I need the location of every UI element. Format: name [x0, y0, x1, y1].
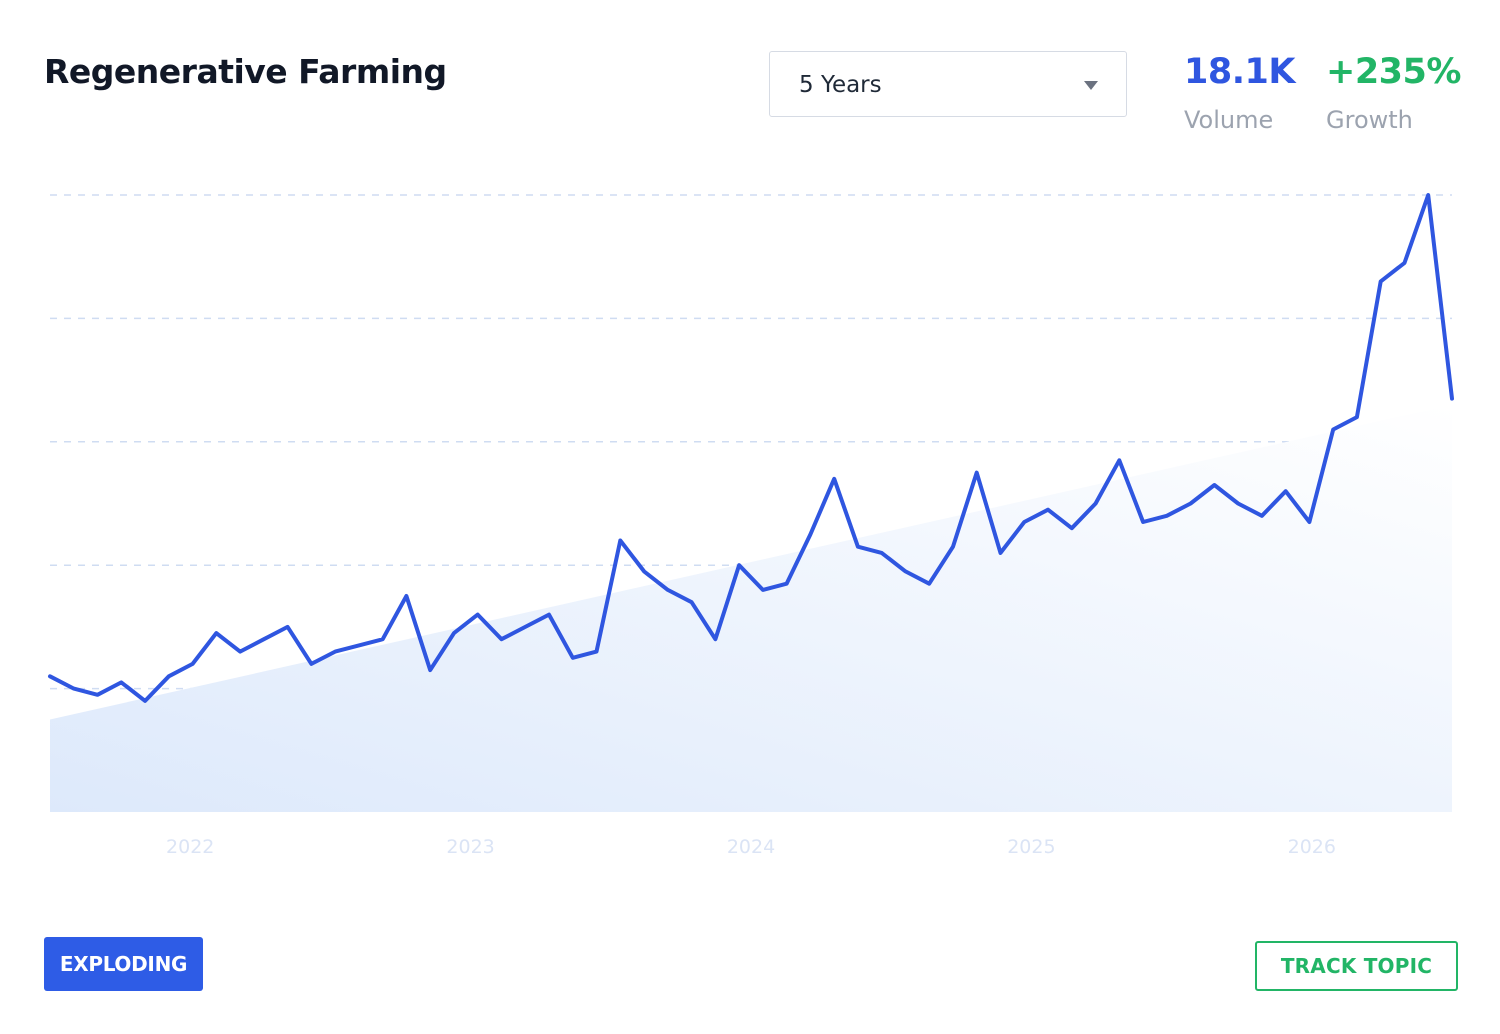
data-point: [1284, 489, 1288, 493]
data-point: [428, 668, 432, 672]
trend-area: [50, 404, 1452, 812]
data-point: [499, 637, 503, 641]
growth-value: +235%: [1326, 52, 1461, 92]
data-point: [690, 600, 694, 604]
data-point: [96, 693, 100, 697]
data-point: [357, 643, 361, 647]
data-point: [262, 637, 266, 641]
data-point: [642, 569, 646, 573]
data-point: [1355, 415, 1359, 419]
data-point: [309, 662, 313, 666]
data-point: [785, 582, 789, 586]
data-point: [1046, 508, 1050, 512]
data-point: [1426, 193, 1430, 197]
track-topic-button[interactable]: TRACK TOPIC: [1255, 941, 1458, 991]
data-point: [1117, 458, 1121, 462]
data-point: [381, 637, 385, 641]
data-point: [1379, 279, 1383, 283]
data-point: [927, 582, 931, 586]
data-point: [713, 637, 717, 641]
data-point: [1022, 520, 1026, 524]
volume-label: Volume: [1184, 106, 1274, 134]
data-point: [1212, 483, 1216, 487]
data-point: [48, 674, 52, 678]
data-point: [571, 656, 575, 660]
x-tick-label: 2026: [1288, 836, 1336, 858]
data-point: [191, 662, 195, 666]
data-point: [1189, 502, 1193, 506]
data-point: [808, 532, 812, 536]
data-point: [143, 699, 147, 703]
data-point: [975, 471, 979, 475]
data-point: [119, 680, 123, 684]
data-point: [618, 539, 622, 543]
data-point: [214, 631, 218, 635]
status-badge: EXPLODING: [44, 937, 203, 991]
timeframe-selected-value: 5 Years: [799, 72, 882, 98]
page-title: Regenerative Farming: [44, 52, 447, 91]
data-point: [286, 625, 290, 629]
data-point: [238, 650, 242, 654]
timeframe-dropdown[interactable]: 5 Years: [769, 51, 1127, 117]
data-point: [951, 545, 955, 549]
data-point: [476, 613, 480, 617]
data-point: [1094, 502, 1098, 506]
data-point: [1331, 427, 1335, 431]
data-point: [666, 588, 670, 592]
data-point: [595, 650, 599, 654]
x-tick-label: 2022: [166, 836, 214, 858]
data-point: [1307, 520, 1311, 524]
data-point: [404, 594, 408, 598]
data-point: [761, 588, 765, 592]
data-point: [999, 551, 1003, 555]
growth-label: Growth: [1326, 106, 1413, 134]
volume-value: 18.1K: [1184, 52, 1295, 92]
data-point: [167, 674, 171, 678]
data-point: [452, 631, 456, 635]
data-point: [856, 545, 860, 549]
data-point: [880, 551, 884, 555]
data-point: [1070, 526, 1074, 530]
data-point: [1450, 397, 1454, 401]
data-point: [1260, 514, 1264, 518]
x-tick-label: 2025: [1007, 836, 1055, 858]
data-point: [72, 687, 76, 691]
data-point: [333, 650, 337, 654]
trend-chart: 2022 2023 2024 2025 2026: [48, 193, 1454, 858]
data-point: [1402, 261, 1406, 265]
caret-down-icon: [1084, 81, 1098, 90]
series-line: [48, 193, 1454, 703]
data-point: [523, 625, 527, 629]
x-tick-label: 2023: [446, 836, 494, 858]
data-point: [1236, 502, 1240, 506]
data-point: [547, 613, 551, 617]
data-point: [737, 563, 741, 567]
data-point: [903, 569, 907, 573]
data-point: [832, 477, 836, 481]
data-point: [1141, 520, 1145, 524]
x-tick-label: 2024: [727, 836, 775, 858]
data-point: [1165, 514, 1169, 518]
